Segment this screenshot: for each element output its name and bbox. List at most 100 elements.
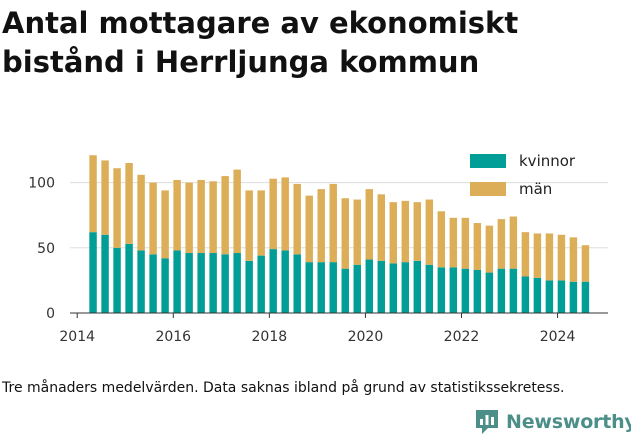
bar-kvinnor	[365, 259, 373, 313]
bar-kvinnor	[473, 269, 482, 313]
legend-swatch	[470, 154, 506, 168]
bar-kvinnor	[173, 250, 181, 313]
chart-title: Antal mottagare av ekonomiskt bistånd i …	[2, 6, 519, 79]
bar-man	[545, 233, 554, 281]
bar-man	[509, 216, 518, 269]
bar-man	[293, 183, 301, 255]
bar-kvinnor	[269, 249, 277, 313]
x-tick-label: 2016	[155, 329, 191, 345]
y-tick-label: 50	[37, 241, 55, 257]
x-tick-label: 2018	[252, 329, 288, 345]
bar-man	[341, 198, 349, 269]
bar-kvinnor	[185, 253, 193, 313]
bars	[89, 155, 590, 313]
bar-man	[269, 178, 277, 250]
bar-man	[173, 179, 181, 251]
axes: 0 50 100 2014 2016 2018 2020 2022 2024	[28, 176, 608, 345]
footnote: Tre månaders medelvärden. Data saknas ib…	[2, 380, 565, 396]
brand-logo[interactable]: Newsworthy	[474, 406, 631, 438]
bar-kvinnor	[125, 243, 133, 313]
bar-kvinnor	[89, 232, 97, 313]
bar-kvinnor	[305, 262, 313, 313]
x-tick-label: 2014	[59, 329, 95, 345]
bar-man	[377, 194, 385, 261]
bar-man	[437, 211, 446, 268]
y-tick-label: 0	[46, 306, 55, 322]
bar-kvinnor	[149, 254, 157, 313]
x-tick-label: 2024	[540, 329, 576, 345]
bar-kvinnor	[353, 264, 361, 313]
bar-man	[113, 168, 121, 248]
bar-kvinnor	[233, 253, 241, 313]
bar-man	[221, 176, 229, 255]
bar-kvinnor	[281, 250, 289, 313]
legend-item: kvinnor	[470, 152, 576, 170]
legend-swatch	[470, 182, 506, 196]
bar-man	[125, 163, 133, 244]
bar-man	[401, 200, 410, 263]
bar-man	[233, 169, 241, 254]
bar-kvinnor	[557, 280, 566, 313]
y-tick-label: 100	[28, 176, 55, 192]
bar-kvinnor	[509, 268, 518, 313]
bar-kvinnor	[137, 250, 145, 313]
bar-man	[185, 182, 193, 254]
bar-kvinnor	[533, 277, 542, 313]
bar-man	[257, 190, 265, 256]
bar-man	[569, 237, 578, 282]
bar-man	[581, 245, 590, 282]
bar-kvinnor	[521, 276, 530, 313]
bar-kvinnor	[449, 267, 458, 313]
bar-man	[365, 189, 373, 260]
bar-man	[485, 225, 494, 273]
bar-kvinnor	[377, 260, 385, 313]
bar-man	[89, 155, 97, 233]
bar-man	[329, 183, 337, 263]
bar-man	[473, 223, 482, 270]
bar-man	[449, 217, 458, 268]
x-tick-label: 2022	[444, 329, 480, 345]
brand-name: Newsworthy	[506, 411, 631, 433]
bar-kvinnor	[101, 234, 109, 313]
bar-kvinnor	[485, 272, 494, 313]
bar-man	[281, 177, 289, 251]
bar-kvinnor	[581, 281, 590, 313]
bar-man	[425, 199, 434, 265]
bar-man	[521, 232, 530, 277]
legend-label: kvinnor	[519, 152, 576, 170]
bar-kvinnor	[497, 268, 506, 313]
bar-man	[245, 190, 253, 261]
bar-man	[353, 199, 361, 265]
bar-man	[149, 182, 157, 255]
bar-kvinnor	[329, 262, 337, 313]
bar-kvinnor	[221, 254, 229, 313]
bar-man	[557, 234, 566, 281]
legend-label: män	[519, 180, 552, 198]
newsworthy-logo-icon	[476, 410, 498, 434]
bar-man	[317, 189, 325, 263]
bar-kvinnor	[161, 258, 169, 313]
bar-man	[101, 160, 109, 235]
bar-kvinnor	[317, 262, 325, 313]
bar-man	[389, 202, 398, 264]
bar-man	[497, 219, 506, 269]
bar-man	[137, 174, 145, 251]
bar-kvinnor	[209, 253, 217, 313]
bar-man	[533, 233, 542, 278]
bar-kvinnor	[461, 268, 470, 313]
bar-man	[305, 195, 313, 263]
bar-kvinnor	[245, 260, 253, 313]
legend: kvinnor män	[470, 152, 576, 198]
bar-kvinnor	[437, 267, 446, 313]
bar-kvinnor	[113, 247, 121, 313]
bar-kvinnor	[197, 253, 205, 313]
bar-man	[209, 181, 217, 254]
grid-lines	[70, 182, 608, 249]
bar-kvinnor	[569, 281, 578, 313]
bar-man	[461, 217, 470, 269]
bar-kvinnor	[401, 262, 410, 313]
bar-kvinnor	[545, 280, 554, 313]
bar-man	[197, 179, 205, 254]
bar-man	[413, 202, 422, 261]
